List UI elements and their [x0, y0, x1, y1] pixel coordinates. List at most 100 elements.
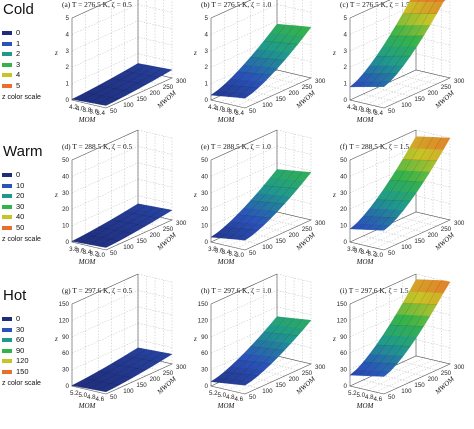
legend-label: 30: [16, 324, 25, 334]
x-tick-label: 3.0: [96, 252, 105, 259]
z-tick-label: 30: [201, 367, 208, 374]
z-tick-label: 5: [344, 15, 348, 22]
surface-cell: [439, 0, 446, 2]
legend-swatch: [2, 62, 12, 67]
x-tick-label: 3.4: [83, 249, 92, 256]
z-tick-label: 30: [340, 190, 347, 197]
legend-swatch: [2, 359, 12, 364]
y-tick-label: 150: [275, 96, 286, 103]
z-color-legend: 0 10 20 30 40 50 z color scale: [2, 170, 60, 243]
y-tick-label: 100: [262, 244, 273, 251]
z-tick-label: 5: [205, 15, 209, 22]
x-tick-label: 4.6: [373, 396, 382, 403]
legend-item: 10: [2, 181, 60, 192]
legend-item: 4: [2, 70, 60, 81]
z-tick-label: 50: [62, 157, 69, 164]
y-tick-label: 200: [289, 376, 300, 383]
y-tick-label: 300: [454, 364, 465, 371]
x-axis-label: MOM: [217, 258, 236, 266]
y-tick-label: 300: [176, 220, 187, 227]
z-tick-label: 10: [340, 223, 347, 230]
surface-mesh: [71, 347, 173, 393]
legend-item: 1: [2, 39, 60, 50]
surface-panel: (e) T = 288.5 K, ζ = 1.0 0 10 20 30 40 50 z 3.8 3…: [193, 129, 329, 272]
surface-mesh: [349, 0, 446, 88]
x-axis-label: MOM: [78, 258, 97, 266]
z-tick-label: 3: [344, 48, 348, 55]
x-axis-label: MOM: [217, 402, 236, 410]
x-tick-label: 5.2: [209, 390, 218, 397]
x-tick-label: 3.8: [69, 246, 78, 253]
legend-label: 3: [16, 59, 21, 69]
x-tick-label: 3.6: [89, 109, 98, 116]
legend-swatch: [2, 194, 12, 199]
y-tick-label: 150: [136, 382, 147, 389]
legend-swatch: [2, 204, 12, 209]
surface-mesh: [71, 63, 173, 106]
legend-swatch: [2, 317, 12, 322]
x-tick-label: 4.2: [347, 104, 356, 111]
legend-swatch: [2, 31, 12, 36]
legend-label: 4: [16, 70, 21, 80]
surface-cell: [300, 319, 312, 329]
legend-item: 120: [2, 356, 60, 367]
z-tick-label: 50: [340, 157, 347, 164]
surface-panel: (g) T = 297.6 K, ζ = 0.5 0 30 60 90 120 150 z 5.…: [54, 273, 190, 416]
z-tick-label: 90: [62, 334, 69, 341]
x-tick-label: 4.2: [69, 104, 78, 111]
x-tick-label: 4.0: [354, 105, 363, 112]
surface-panel: (b) T = 276.5 K, ζ = 1.0 0 1 2 3 4 5 z 4.2 4.0 3.8…: [193, 0, 329, 130]
legend-item: 20: [2, 191, 60, 202]
surface-cell: [439, 137, 451, 150]
z-tick-label: 90: [340, 334, 347, 341]
y-tick-label: 100: [401, 102, 412, 109]
z-axis-label: z: [193, 191, 197, 199]
y-tick-label: 150: [275, 238, 286, 245]
surface-mesh: [349, 279, 451, 377]
z-tick-label: 90: [201, 334, 208, 341]
z-axis-label: z: [54, 335, 58, 343]
x-axis-label: MOM: [356, 402, 375, 410]
z-tick-label: 5: [66, 15, 70, 22]
y-tick-label: 300: [176, 364, 187, 371]
x-tick-label: 3.2: [228, 251, 237, 258]
x-tick-label: 3.6: [76, 247, 85, 254]
x-tick-label: 4.8: [226, 394, 235, 401]
panel-title: (c) T = 276.5 K, ζ = 1.5: [340, 0, 410, 9]
legend-item: 30: [2, 325, 60, 336]
x-tick-label: 3.6: [228, 109, 237, 116]
legend-caption: z color scale: [2, 94, 41, 101]
panel-title: (a) T = 276.5 K, ζ = 0.5: [62, 0, 132, 9]
legend-item: 150: [2, 367, 60, 378]
y-tick-label: 300: [315, 78, 326, 85]
z-axis-label: z: [54, 49, 58, 57]
z-tick-label: 20: [201, 206, 208, 213]
x-tick-label: 5.0: [78, 392, 87, 399]
x-tick-label: 5.2: [348, 390, 357, 397]
y-tick-label: 300: [454, 220, 465, 227]
z-tick-label: 0: [66, 97, 70, 104]
z-tick-label: 10: [62, 223, 69, 230]
y-tick-label: 200: [289, 232, 300, 239]
legend-swatch: [2, 327, 12, 332]
y-tick-label: 250: [302, 370, 313, 377]
z-axis-label: z: [332, 335, 336, 343]
x-tick-label: 3.8: [83, 107, 92, 114]
x-tick-label: 5.0: [356, 392, 365, 399]
legend-label: 40: [16, 212, 25, 222]
y-tick-label: 150: [414, 238, 425, 245]
x-tick-label: 3.6: [354, 247, 363, 254]
legend-swatch: [2, 369, 12, 374]
legend-label: 150: [16, 366, 29, 376]
surface-cell: [419, 0, 425, 2]
y-tick-label: 200: [428, 90, 439, 97]
y-tick-label: 150: [275, 382, 286, 389]
z-tick-label: 30: [62, 190, 69, 197]
legend-label: 5: [16, 80, 21, 90]
x-tick-label: 3.8: [361, 107, 370, 114]
